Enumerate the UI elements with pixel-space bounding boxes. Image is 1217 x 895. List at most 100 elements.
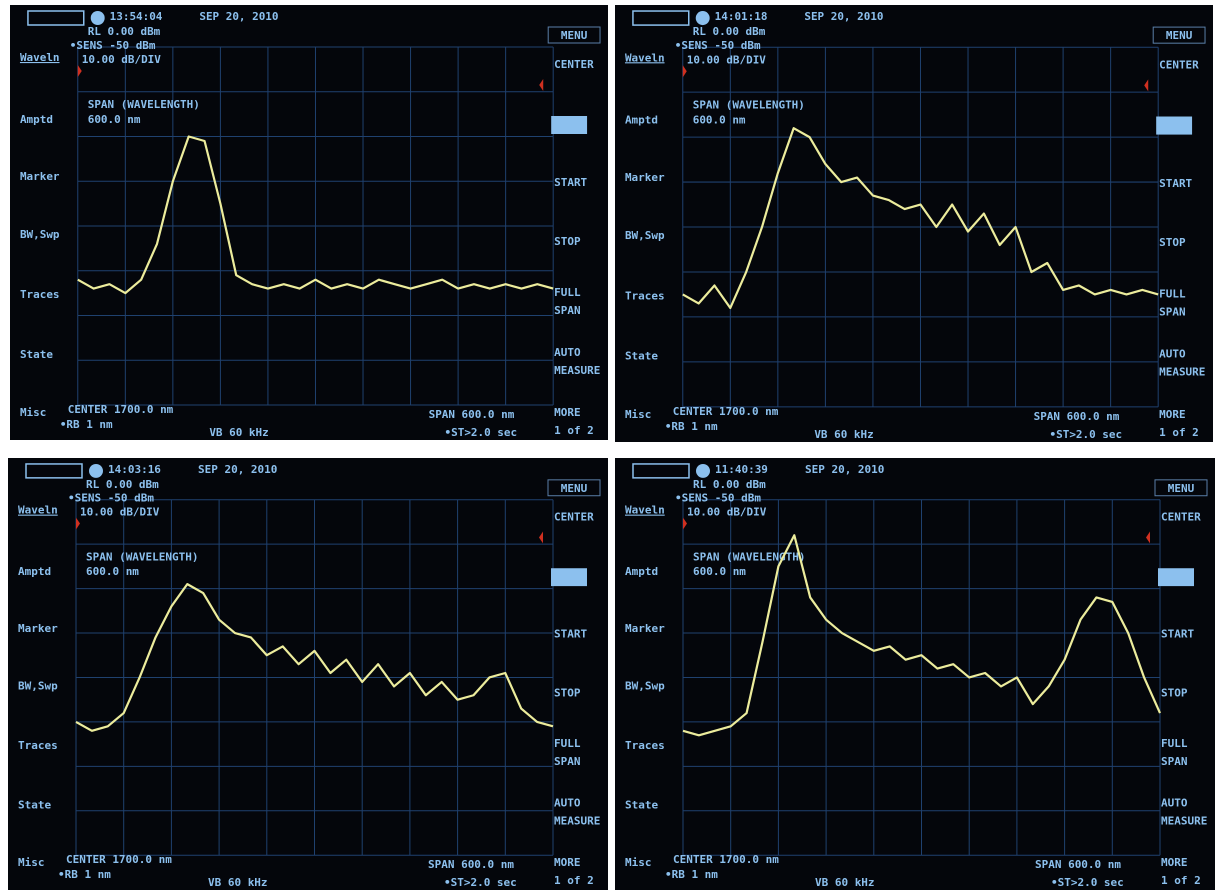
rb: •RB 1 nm (60, 418, 113, 431)
menu-title: MENU (1166, 29, 1193, 42)
right-menu-item: SPAN (1161, 570, 1187, 583)
st: •ST>2.0 sec (444, 876, 517, 889)
span-value: 600.0 nm (88, 113, 141, 126)
span-title: SPAN (WAVELENGTH) (693, 98, 805, 111)
left-menu-item: BW,Swp (625, 679, 665, 692)
right-menu-item: MORE (554, 856, 580, 869)
span-title: SPAN (WAVELENGTH) (693, 550, 805, 563)
left-menu-item: Waveln (18, 504, 58, 517)
date: SEP 20, 2010 (199, 10, 278, 23)
right-menu-item: MEASURE (554, 815, 600, 828)
right-menu-item: STOP (554, 235, 581, 248)
span-value: 600.0 nm (693, 114, 746, 127)
span-title: SPAN (WAVELENGTH) (86, 550, 198, 563)
rl: RL 0.00 dBm (693, 25, 766, 38)
left-menu-item: Traces (20, 288, 60, 301)
left-menu-item: State (625, 350, 658, 363)
center: CENTER 1700.0 nm (673, 405, 779, 418)
right-menu-item: SPAN (554, 118, 580, 131)
right-menu-item: SPAN (554, 755, 580, 768)
scale: 10.00 dB/DIV (82, 53, 162, 66)
right-menu-item: CENTER (554, 511, 594, 524)
right-menu-item: START (1161, 628, 1194, 641)
right-menu-item: MEASURE (1161, 815, 1207, 828)
right-menu-item: 1 of 2 (1161, 874, 1201, 887)
right-menu-item: MORE (554, 406, 580, 419)
screen-bg (10, 5, 608, 440)
sens: •SENS -50 dBm (675, 492, 761, 505)
hp-logo (91, 11, 105, 25)
right-menu-item: 1 of 2 (1159, 426, 1199, 439)
right-menu-item: SPAN (554, 570, 580, 583)
time: 14:01:18 (715, 10, 768, 23)
right-menu-item: CENTER (554, 58, 594, 71)
date: SEP 20, 2010 (804, 10, 883, 23)
span: SPAN 600.0 nm (1034, 410, 1120, 423)
hp-logo (89, 464, 103, 478)
time: 13:54:04 (110, 10, 163, 23)
right-menu-item: AUTO (1159, 348, 1186, 361)
right-menu-item: SPAN (1159, 305, 1185, 318)
left-menu-item: Marker (20, 170, 60, 183)
rl: RL 0.00 dBm (86, 478, 159, 491)
right-menu-item: FULL (1161, 737, 1188, 750)
right-menu-item: SPAN (554, 304, 580, 317)
rl: RL 0.00 dBm (88, 25, 161, 38)
rb: •RB 1 nm (58, 868, 111, 881)
right-menu-item: FULL (554, 737, 581, 750)
span: SPAN 600.0 nm (428, 858, 514, 871)
left-menu-item: Traces (18, 739, 58, 752)
right-menu-item: MEASURE (1159, 366, 1205, 379)
scale: 10.00 dB/DIV (687, 53, 767, 66)
left-menu-item: Misc (18, 856, 44, 869)
right-menu-item: MORE (1159, 408, 1185, 421)
left-menu-item: Traces (625, 739, 665, 752)
vb: VB 60 kHz (208, 876, 268, 889)
right-menu-item: FULL (554, 286, 581, 299)
time: 11:40:39 (715, 463, 768, 476)
center: CENTER 1700.0 nm (673, 853, 779, 866)
right-menu-item: AUTO (554, 797, 581, 810)
center: CENTER 1700.0 nm (68, 403, 174, 416)
span-value: 600.0 nm (693, 565, 746, 578)
right-menu-item: AUTO (1161, 797, 1188, 810)
vb: VB 60 kHz (815, 876, 875, 889)
screen-bg (8, 458, 608, 890)
span-title: SPAN (WAVELENGTH) (88, 98, 200, 111)
st: •ST>2.0 sec (1051, 876, 1124, 889)
screen-bg (615, 5, 1213, 442)
left-menu-item: Waveln (625, 504, 665, 517)
right-menu-item: CENTER (1161, 511, 1201, 524)
menu-title: MENU (1168, 482, 1195, 495)
sens: •SENS -50 dBm (675, 39, 761, 52)
right-menu-item: 1 of 2 (554, 424, 594, 437)
left-menu-item: Marker (625, 622, 665, 635)
right-menu-item: STOP (1159, 236, 1186, 249)
left-menu-item: Misc (625, 408, 651, 421)
left-menu-item: Amptd (20, 113, 53, 126)
right-menu-item: START (1159, 177, 1192, 190)
left-menu-item: Traces (625, 289, 665, 302)
vb: VB 60 kHz (209, 426, 268, 439)
right-menu-item: SPAN (1159, 119, 1185, 132)
sens: •SENS -50 dBm (70, 39, 156, 52)
st: •ST>2.0 sec (445, 426, 518, 439)
center: CENTER 1700.0 nm (66, 853, 172, 866)
left-menu-item: Amptd (18, 565, 51, 578)
left-menu-item: BW,Swp (20, 228, 60, 241)
right-menu-item: MORE (1161, 856, 1187, 869)
left-menu-item: Waveln (625, 51, 665, 64)
date: SEP 20, 2010 (198, 463, 277, 476)
left-menu-item: Amptd (625, 114, 658, 127)
hp-logo (696, 464, 710, 478)
date: SEP 20, 2010 (805, 463, 884, 476)
screens-photo: 13:54:04SEP 20, 2010RL 0.00 dBm•SENS -50… (0, 0, 1217, 895)
menu-title: MENU (561, 482, 588, 495)
left-menu-item: Marker (18, 622, 58, 635)
right-menu-item: SPAN (1161, 755, 1187, 768)
right-menu-item: MEASURE (554, 364, 600, 377)
left-menu-item: BW,Swp (625, 229, 665, 242)
screen-bg (615, 458, 1215, 890)
